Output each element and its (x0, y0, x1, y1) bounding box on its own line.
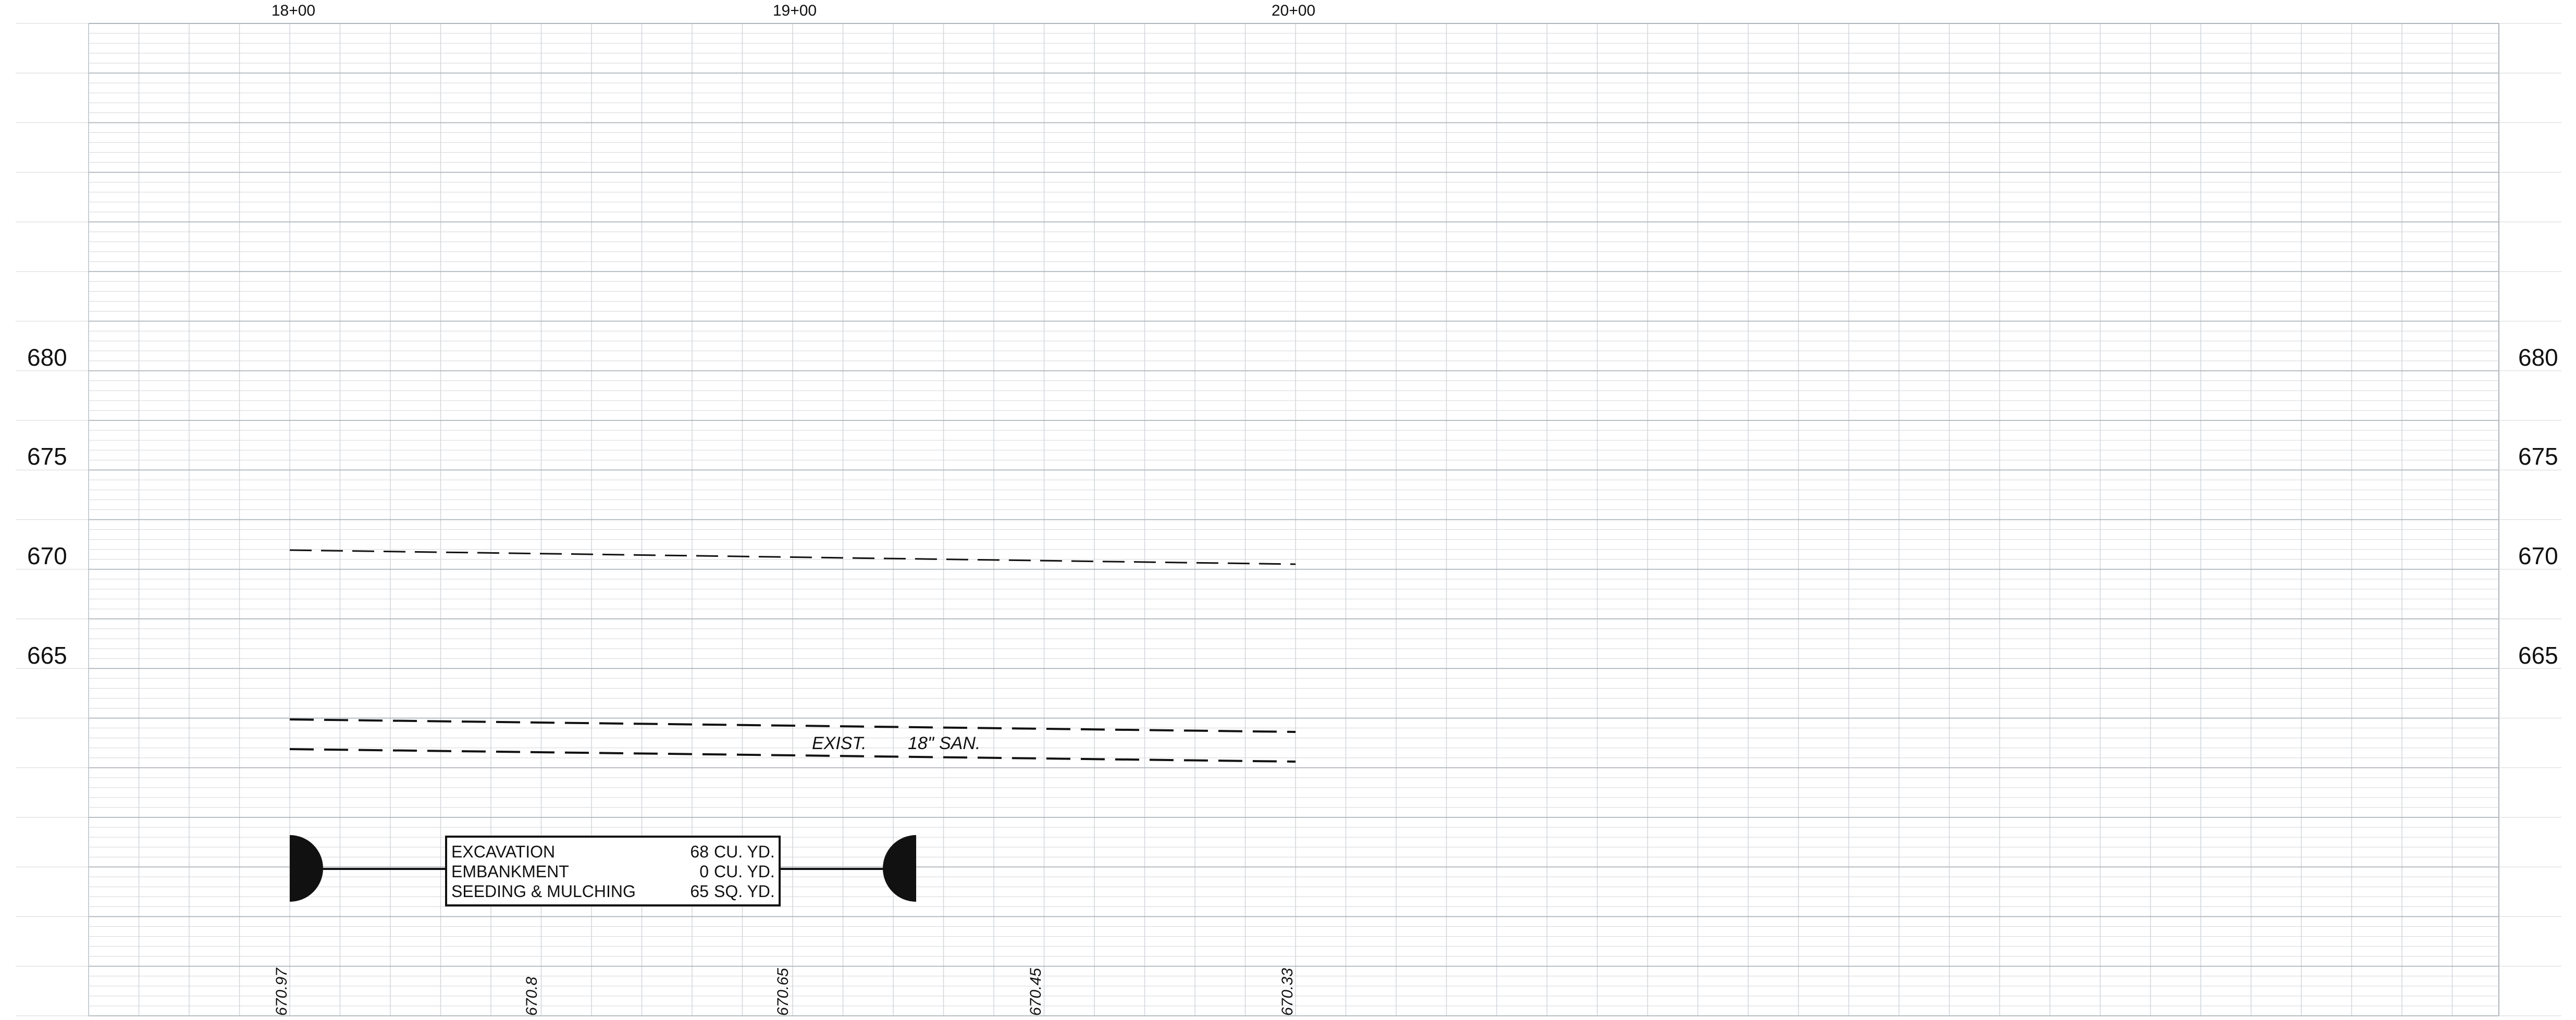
elevation-label-left: 670 (27, 542, 67, 569)
quantities-box (445, 836, 781, 906)
quantity-item: EXCAVATION (451, 842, 555, 861)
pipe-note-size: 18" (908, 733, 935, 753)
grade-elevation-label: 670.33 (1279, 968, 1296, 1016)
sewer-pipe-top-line (289, 718, 1296, 733)
elevation-label-right: 680 (2518, 344, 2558, 371)
grade-elevations: 670.97 670.8 670.65 670.45 670.33 (273, 967, 1296, 1016)
left-limit-marker (290, 835, 323, 902)
pipe-note-exist: EXIST. (812, 733, 867, 753)
profile-grid (16, 23, 2561, 1016)
quantity-unit: CU. YD. (714, 862, 775, 881)
quantity-amount: 68 (690, 842, 709, 861)
quantity-amount: 65 (690, 882, 709, 901)
quantities-callout: EXCAVATION 68 CU. YD. EMBANKMENT 0 CU. Y… (290, 835, 916, 906)
quantity-item: SEEDING & MULCHING (451, 882, 636, 901)
sewer-pipe-bottom-line (289, 748, 1296, 763)
existing-ground-line (289, 549, 1296, 565)
quantity-unit: SQ. YD. (714, 882, 775, 901)
quantity-item: EMBANKMENT (451, 862, 569, 881)
grade-elevation-label: 670.65 (774, 968, 792, 1016)
right-limit-marker (883, 835, 916, 902)
grade-elevation-label: 670.8 (523, 977, 540, 1016)
quantity-unit: CU. YD. (714, 842, 775, 861)
elevation-label-left: 675 (27, 443, 67, 470)
pipe-note-type: SAN. (939, 733, 980, 753)
pipe-note: EXIST. 18" SAN. (812, 733, 980, 753)
grade-elevation-label: 670.45 (1027, 968, 1044, 1016)
station-label: 20+00 (1272, 2, 1315, 19)
quantity-amount: 0 (699, 862, 709, 881)
station-label: 18+00 (272, 2, 315, 19)
station-label: 19+00 (773, 2, 817, 19)
grade-elevation-label: 670.97 (273, 967, 290, 1016)
elevation-label-left: 665 (27, 642, 67, 669)
elevation-label-right: 670 (2518, 542, 2558, 569)
elevation-label-right: 665 (2518, 642, 2558, 669)
elevation-label-right: 675 (2518, 443, 2558, 470)
elevation-label-left: 680 (27, 344, 67, 371)
